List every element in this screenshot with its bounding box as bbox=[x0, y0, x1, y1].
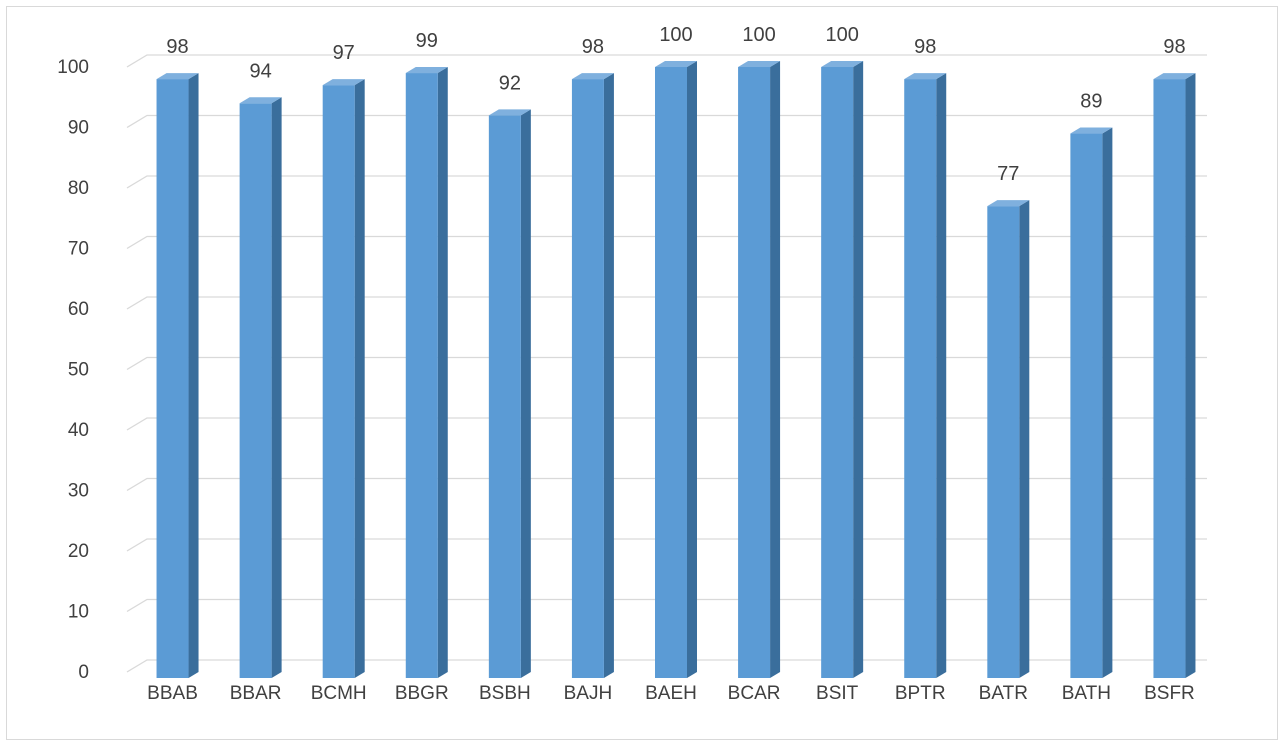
bar-side bbox=[188, 73, 199, 679]
bar-front bbox=[655, 67, 687, 678]
bar-front bbox=[488, 115, 521, 678]
data-label: 98 bbox=[914, 36, 936, 58]
bar bbox=[239, 97, 282, 679]
bar bbox=[1070, 127, 1113, 679]
x-category-label: BBAB bbox=[147, 683, 198, 704]
bar-front bbox=[987, 206, 1020, 678]
x-category-label: BAEH bbox=[645, 683, 697, 704]
data-label: 97 bbox=[333, 42, 355, 64]
bar-top bbox=[738, 61, 781, 67]
data-label: 98 bbox=[166, 36, 188, 58]
bar-top bbox=[1070, 127, 1113, 134]
data-label: 77 bbox=[997, 163, 1019, 185]
x-category-label: BSFR bbox=[1144, 683, 1195, 704]
bar-front bbox=[571, 79, 604, 679]
bar-top bbox=[488, 109, 531, 116]
y-tick-label: 50 bbox=[68, 360, 89, 381]
data-label: 94 bbox=[249, 60, 271, 82]
data-label: 100 bbox=[659, 24, 692, 46]
bar-side bbox=[520, 109, 531, 678]
bar bbox=[405, 67, 448, 679]
bar-front bbox=[1070, 133, 1103, 679]
bar-top bbox=[987, 200, 1030, 207]
bar bbox=[821, 61, 864, 678]
y-tick-label: 60 bbox=[68, 299, 89, 320]
x-category-label: BSIT bbox=[816, 683, 859, 704]
y-tick-label: 10 bbox=[68, 602, 89, 623]
data-label: 98 bbox=[582, 36, 604, 58]
bar-chart: 0 10 20 30 40 50 60 70 80 90 100 98 94 97 99 92 98 100 10… bbox=[57, 24, 1207, 704]
bar bbox=[655, 61, 697, 678]
bar-side bbox=[271, 97, 282, 679]
bar-top bbox=[821, 61, 864, 67]
x-category-label: BBGR bbox=[395, 683, 449, 704]
x-category-label: BCMH bbox=[311, 683, 367, 704]
bar-front bbox=[322, 85, 355, 678]
bar-side bbox=[354, 79, 365, 678]
bar bbox=[738, 61, 781, 678]
y-tick-label: 90 bbox=[68, 118, 89, 139]
chart-area: 0 10 20 30 40 50 60 70 80 90 100 98 94 97 99 92 98 100 10… bbox=[6, 6, 1278, 740]
data-label: 99 bbox=[416, 30, 438, 52]
y-tick-label: 20 bbox=[68, 541, 89, 562]
bar-front bbox=[156, 79, 189, 679]
bars bbox=[156, 61, 1196, 679]
bar-top bbox=[1153, 73, 1196, 80]
x-category-label: BPTR bbox=[895, 683, 946, 704]
bar-front bbox=[738, 67, 771, 678]
y-tick-label: 70 bbox=[68, 239, 89, 260]
x-category-label: BSBH bbox=[479, 683, 531, 704]
x-category-label: BCAR bbox=[728, 683, 781, 704]
bar bbox=[322, 79, 365, 678]
y-tick-label: 80 bbox=[68, 178, 89, 199]
data-labels: 98 94 97 99 92 98 100 100 100 98 77 89 98 bbox=[166, 24, 1185, 185]
bar-side bbox=[853, 61, 864, 678]
bar-side bbox=[437, 67, 448, 679]
bar bbox=[904, 73, 947, 679]
y-tick-label: 0 bbox=[78, 662, 89, 683]
bar-side bbox=[1185, 73, 1196, 679]
y-tick-label: 30 bbox=[68, 481, 89, 502]
y-tick-label: 100 bbox=[57, 57, 89, 78]
bar bbox=[156, 73, 199, 679]
bar bbox=[571, 73, 614, 679]
bar-top bbox=[571, 73, 614, 80]
bar-side bbox=[687, 61, 697, 678]
data-label: 89 bbox=[1080, 91, 1102, 113]
data-label: 100 bbox=[742, 24, 775, 46]
x-category-label: BATR bbox=[979, 683, 1028, 704]
bar-top bbox=[655, 61, 697, 67]
bar bbox=[488, 109, 531, 678]
x-category-label: BBAR bbox=[230, 683, 282, 704]
bar-top bbox=[405, 67, 448, 74]
bar-front bbox=[821, 67, 854, 678]
x-category-label: BATH bbox=[1062, 683, 1111, 704]
bar-top bbox=[322, 79, 365, 86]
bar-top bbox=[239, 97, 282, 104]
y-tick-label: 40 bbox=[68, 420, 89, 441]
x-category-label: BAJH bbox=[564, 683, 613, 704]
bar-side bbox=[603, 73, 614, 679]
x-axis-category-labels: BBAB BBAR BCMH BBGR BSBH BAJH BAEH BCAR BSIT BPTR… bbox=[147, 683, 1195, 704]
bar-front bbox=[239, 103, 272, 679]
bar-top bbox=[156, 73, 199, 80]
bar-front bbox=[1153, 79, 1186, 679]
gridline bbox=[126, 54, 1207, 68]
bar-front bbox=[405, 73, 438, 679]
bar bbox=[987, 200, 1030, 678]
data-label: 100 bbox=[825, 24, 858, 46]
bar-front bbox=[904, 79, 937, 679]
bar-top bbox=[904, 73, 947, 80]
bar-side bbox=[1019, 200, 1030, 678]
data-label: 98 bbox=[1163, 36, 1185, 58]
bar-side bbox=[936, 73, 947, 679]
data-label: 92 bbox=[499, 72, 521, 94]
bar bbox=[1153, 73, 1196, 679]
bar-side bbox=[1102, 127, 1113, 679]
bar-side bbox=[770, 61, 781, 678]
y-axis-tick-labels: 0 10 20 30 40 50 60 70 80 90 100 bbox=[57, 57, 89, 683]
